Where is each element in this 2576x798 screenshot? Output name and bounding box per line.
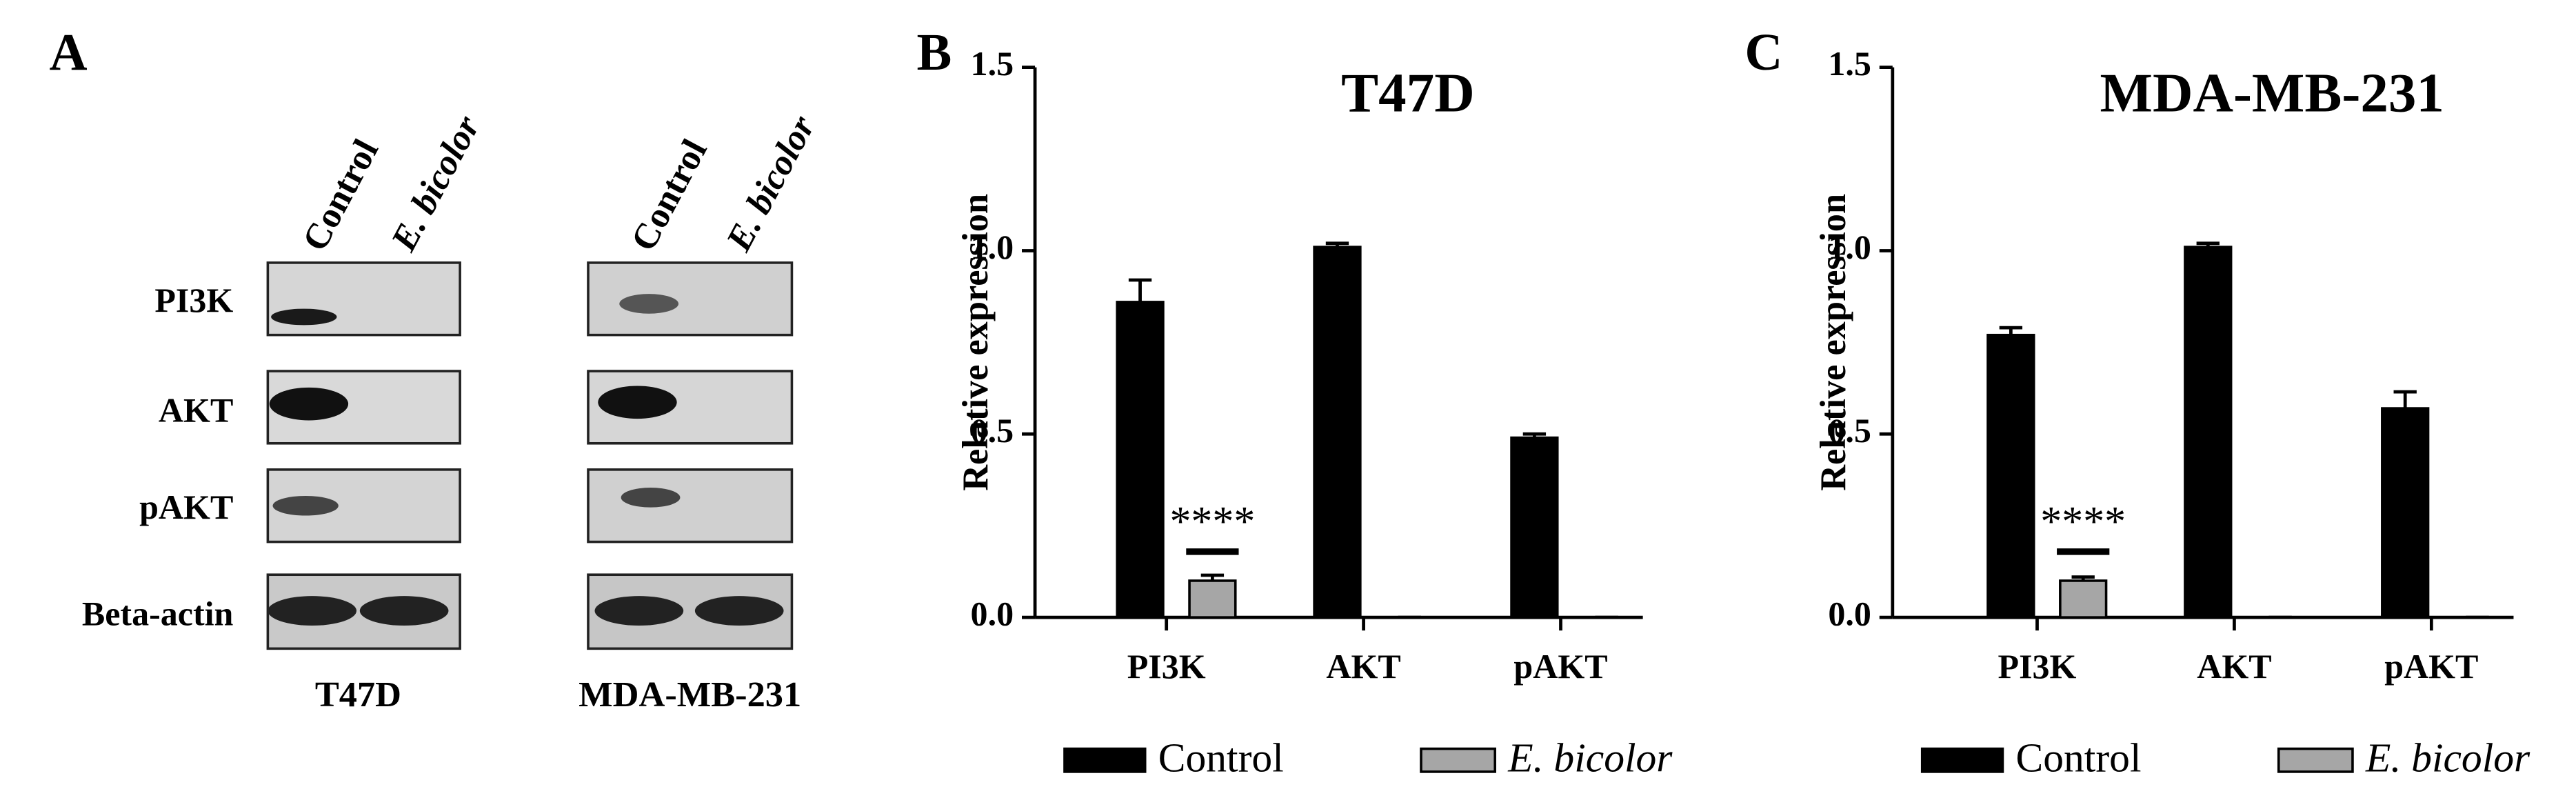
blot-mda bbox=[587, 261, 794, 650]
legend-swatch bbox=[1920, 747, 2004, 773]
protein-label: PI3K bbox=[154, 281, 233, 319]
significance-label: **** bbox=[2040, 498, 2126, 545]
legend-label: E. bicolor bbox=[2365, 735, 2530, 780]
panel-letter: A bbox=[49, 23, 87, 81]
bar bbox=[1510, 436, 1559, 619]
y-tick-label: 1.5 bbox=[1828, 44, 1871, 83]
error-bar bbox=[1522, 432, 1547, 438]
bar bbox=[1313, 246, 1362, 619]
error-bar bbox=[2071, 575, 2095, 581]
protein-label: Beta-actin bbox=[82, 595, 234, 633]
panel-letter: C bbox=[1744, 23, 1782, 81]
error-bar bbox=[1325, 241, 1349, 248]
y-axis-label: Relative expression bbox=[956, 194, 996, 491]
chart-title: T47D bbox=[1341, 61, 1475, 123]
y-tick-label: 0.0 bbox=[971, 595, 1014, 633]
y-tick-label: 0.5 bbox=[971, 411, 1014, 450]
y-tick-label: 1.5 bbox=[971, 44, 1014, 83]
legend-swatch bbox=[1063, 747, 1147, 773]
protein-label: pAKT bbox=[139, 488, 233, 526]
bar bbox=[2381, 407, 2430, 619]
x-tick-label: PI3K bbox=[1998, 647, 2077, 686]
legend-swatch bbox=[2277, 747, 2354, 773]
y-tick-label: 0.0 bbox=[1828, 595, 1871, 633]
y-axis-label: Relative expression bbox=[1813, 194, 1853, 491]
bar bbox=[2184, 246, 2233, 619]
bar bbox=[1188, 579, 1237, 619]
error-bar bbox=[1128, 278, 1152, 302]
error-bar bbox=[2393, 390, 2417, 409]
x-tick-label: PI3K bbox=[1127, 647, 1206, 686]
bar bbox=[1116, 301, 1165, 619]
bar bbox=[2059, 579, 2108, 619]
lane-label: Control bbox=[623, 133, 715, 257]
y-tick-label: 1.0 bbox=[971, 228, 1014, 266]
legend-swatch bbox=[1420, 747, 1497, 773]
blot-bands-mda bbox=[594, 294, 784, 626]
bar bbox=[1986, 333, 2035, 619]
chart-title: MDA-MB-231 bbox=[2100, 61, 2444, 123]
lane-label: Control bbox=[294, 133, 386, 257]
legend-label: Control bbox=[1158, 735, 1284, 780]
x-tick-label: pAKT bbox=[2384, 647, 2478, 686]
lane-label: E. bicolor bbox=[718, 109, 823, 258]
legend-label: E. bicolor bbox=[1507, 735, 1673, 780]
error-bar bbox=[2196, 241, 2220, 248]
legend-label: Control bbox=[2016, 735, 2142, 780]
error-bar bbox=[1999, 326, 2023, 335]
protein-label: AKT bbox=[159, 390, 233, 429]
x-tick-label: AKT bbox=[1326, 647, 1400, 686]
y-tick-label: 0.5 bbox=[1828, 411, 1871, 450]
error-bar bbox=[1200, 573, 1225, 581]
significance-label: **** bbox=[1169, 498, 1255, 545]
cell-line-label: MDA-MB-231 bbox=[578, 675, 801, 715]
x-tick-label: pAKT bbox=[1513, 647, 1607, 686]
y-tick-label: 1.0 bbox=[1828, 228, 1871, 266]
blot-bands-t47d bbox=[268, 308, 449, 626]
x-tick-label: AKT bbox=[2197, 647, 2271, 686]
lane-label: E. bicolor bbox=[383, 109, 488, 258]
cell-line-label: T47D bbox=[315, 675, 401, 715]
panel-letter: B bbox=[917, 23, 952, 81]
